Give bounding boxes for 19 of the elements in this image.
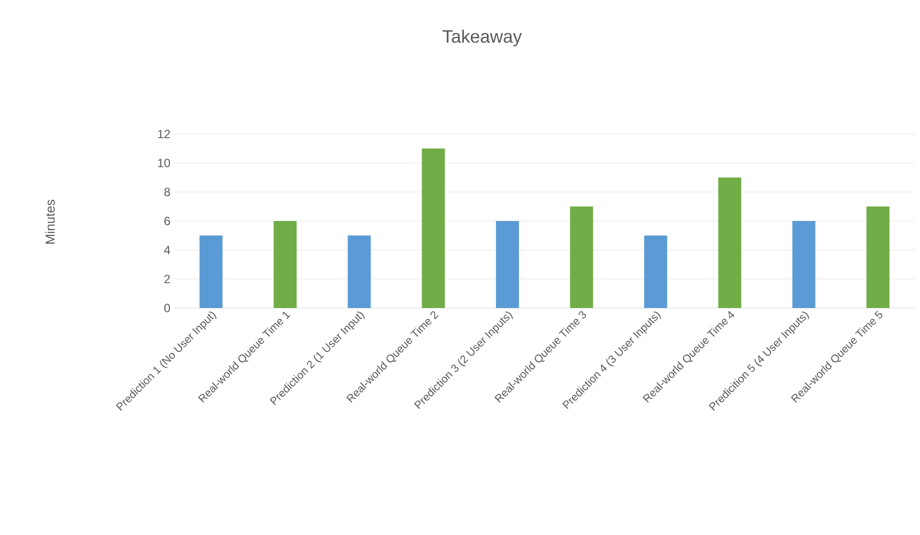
y-tick-label: 12 (158, 130, 170, 138)
bar (348, 235, 371, 308)
y-tick-label: 6 (164, 216, 170, 226)
bar (422, 148, 445, 308)
bar (570, 206, 594, 308)
bar (792, 220, 816, 308)
bar (496, 220, 519, 308)
bar (718, 177, 742, 308)
bar (200, 235, 223, 308)
bar (274, 220, 297, 308)
bar (644, 235, 668, 308)
y-tick-label: 0 (164, 304, 170, 312)
y-tick-label: 2 (164, 274, 170, 284)
bar (866, 206, 890, 308)
chart-title: Takeaway (442, 30, 522, 46)
y-tick-label: 10 (158, 158, 170, 168)
y-tick-label: 8 (164, 188, 170, 196)
y-axis-title: Minutes (45, 200, 55, 244)
y-tick-label: 4 (164, 246, 170, 254)
